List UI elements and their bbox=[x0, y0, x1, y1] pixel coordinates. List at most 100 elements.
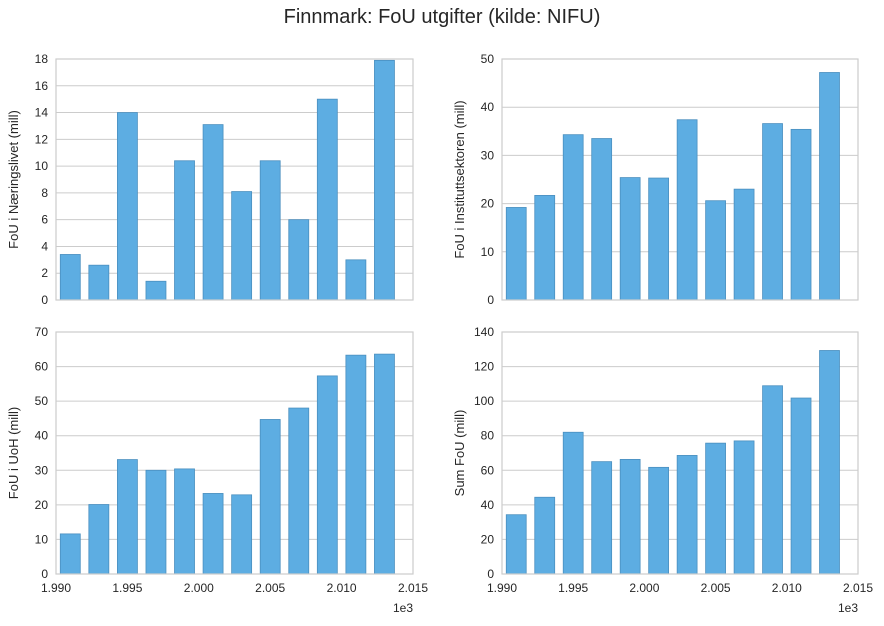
bar bbox=[374, 353, 395, 575]
bar bbox=[676, 455, 698, 575]
chart-panel-uoh: 0 10 20 30 40 50 60 70 1.990 1.995 2.000 2.005 2.010… bbox=[6, 325, 428, 615]
bar bbox=[619, 177, 641, 301]
bar bbox=[288, 219, 310, 301]
bar bbox=[733, 188, 755, 301]
y-tick-label: 80 bbox=[481, 429, 495, 443]
y-tick-label: 60 bbox=[35, 360, 49, 374]
y-tick-label: 18 bbox=[35, 52, 49, 66]
y-tick-label: 50 bbox=[481, 52, 495, 66]
bar bbox=[202, 124, 224, 301]
y-tick-label: 0 bbox=[41, 567, 48, 581]
bar bbox=[733, 440, 755, 575]
chart-panel-instituttsektoren: 0 10 20 30 40 50 FoU i Instituttsektoren (mill… bbox=[452, 52, 859, 307]
bar bbox=[790, 397, 812, 575]
bar bbox=[202, 493, 224, 575]
bar bbox=[316, 98, 338, 301]
x-tick-label: 1.995 bbox=[112, 581, 142, 595]
x-tick-label: 2.015 bbox=[398, 581, 428, 595]
bar bbox=[705, 442, 726, 575]
x-tick-label: 2.010 bbox=[327, 581, 357, 595]
bar bbox=[562, 431, 584, 575]
bar bbox=[88, 504, 110, 575]
bar bbox=[819, 350, 840, 575]
x-tick-label: 2.015 bbox=[843, 581, 873, 595]
bar bbox=[819, 72, 840, 301]
y-tick-label: 20 bbox=[35, 498, 49, 512]
axes-frame bbox=[55, 331, 414, 575]
y-tick-label: 0 bbox=[487, 567, 494, 581]
bar bbox=[676, 119, 698, 301]
y-tick-label: 10 bbox=[35, 159, 49, 173]
bar bbox=[374, 59, 395, 301]
axes-frame bbox=[501, 58, 859, 301]
bar bbox=[174, 160, 195, 301]
bar bbox=[591, 461, 613, 575]
y-tick-label: 30 bbox=[35, 463, 49, 477]
bar bbox=[562, 134, 584, 301]
bar bbox=[762, 123, 783, 301]
x-offset-label: 1e3 bbox=[838, 601, 858, 615]
x-tick-label: 2.005 bbox=[701, 581, 731, 595]
y-axis-label: FoU i Næringslivet (mill) bbox=[6, 110, 21, 249]
y-tick-label: 40 bbox=[481, 498, 495, 512]
bar bbox=[619, 458, 641, 575]
y-tick-label: 16 bbox=[35, 79, 49, 93]
x-offset-label: 1e3 bbox=[393, 601, 413, 615]
y-tick-label: 140 bbox=[474, 325, 494, 339]
y-tick-label: 0 bbox=[41, 293, 48, 307]
x-tick-label: 1.990 bbox=[487, 581, 517, 595]
bar bbox=[88, 264, 110, 301]
bar bbox=[705, 200, 726, 301]
y-tick-label: 8 bbox=[41, 186, 48, 200]
chart-panel-sum: 0 20 40 60 80 100 120 140 1.990 1.995 2.000 2.005 2.… bbox=[452, 325, 873, 615]
y-tick-label: 30 bbox=[481, 148, 495, 162]
y-tick-label: 20 bbox=[481, 197, 495, 211]
bar bbox=[117, 112, 138, 301]
bar bbox=[762, 385, 783, 575]
x-tick-label: 2.000 bbox=[184, 581, 214, 595]
x-tick-label: 1.995 bbox=[558, 581, 588, 595]
y-axis-label: Sum FoU (mill) bbox=[452, 410, 467, 497]
y-tick-label: 4 bbox=[41, 239, 48, 253]
y-tick-label: 12 bbox=[35, 132, 49, 146]
bar bbox=[259, 160, 281, 301]
bar bbox=[174, 468, 195, 575]
bar bbox=[505, 514, 527, 575]
y-tick-label: 20 bbox=[481, 532, 495, 546]
bar bbox=[648, 466, 670, 575]
bar bbox=[288, 407, 310, 575]
bar bbox=[259, 419, 281, 575]
y-tick-label: 40 bbox=[481, 100, 495, 114]
bar bbox=[231, 191, 253, 301]
y-axis-label: FoU i UoH (mill) bbox=[6, 407, 21, 499]
chart-panel-naeringslivet: 0 2 4 6 8 10 12 14 16 18 FoU i Næringslivet (mill) bbox=[6, 52, 414, 307]
y-tick-label: 6 bbox=[41, 213, 48, 227]
bar bbox=[59, 254, 81, 301]
axes-frame bbox=[55, 58, 414, 301]
bar bbox=[145, 280, 167, 301]
bar bbox=[316, 375, 338, 575]
y-tick-label: 120 bbox=[474, 360, 494, 374]
bar bbox=[345, 354, 367, 575]
bar bbox=[591, 138, 613, 301]
y-tick-label: 10 bbox=[481, 245, 495, 259]
y-tick-label: 60 bbox=[481, 463, 495, 477]
y-tick-label: 10 bbox=[35, 532, 49, 546]
x-tick-label: 1.990 bbox=[41, 581, 71, 595]
x-tick-label: 2.005 bbox=[255, 581, 285, 595]
bar bbox=[534, 496, 556, 575]
x-tick-label: 2.000 bbox=[629, 581, 659, 595]
bar bbox=[145, 469, 167, 575]
y-tick-label: 2 bbox=[41, 266, 48, 280]
y-tick-label: 100 bbox=[474, 394, 494, 408]
figure-title: Finnmark: FoU utgifter (kilde: NIFU) bbox=[283, 6, 601, 28]
y-tick-label: 70 bbox=[35, 325, 49, 339]
bar bbox=[117, 459, 138, 575]
bar bbox=[231, 494, 253, 575]
bar bbox=[59, 533, 81, 575]
y-tick-label: 50 bbox=[35, 394, 49, 408]
y-tick-label: 0 bbox=[487, 293, 494, 307]
bar bbox=[534, 195, 556, 301]
bar bbox=[648, 177, 670, 301]
